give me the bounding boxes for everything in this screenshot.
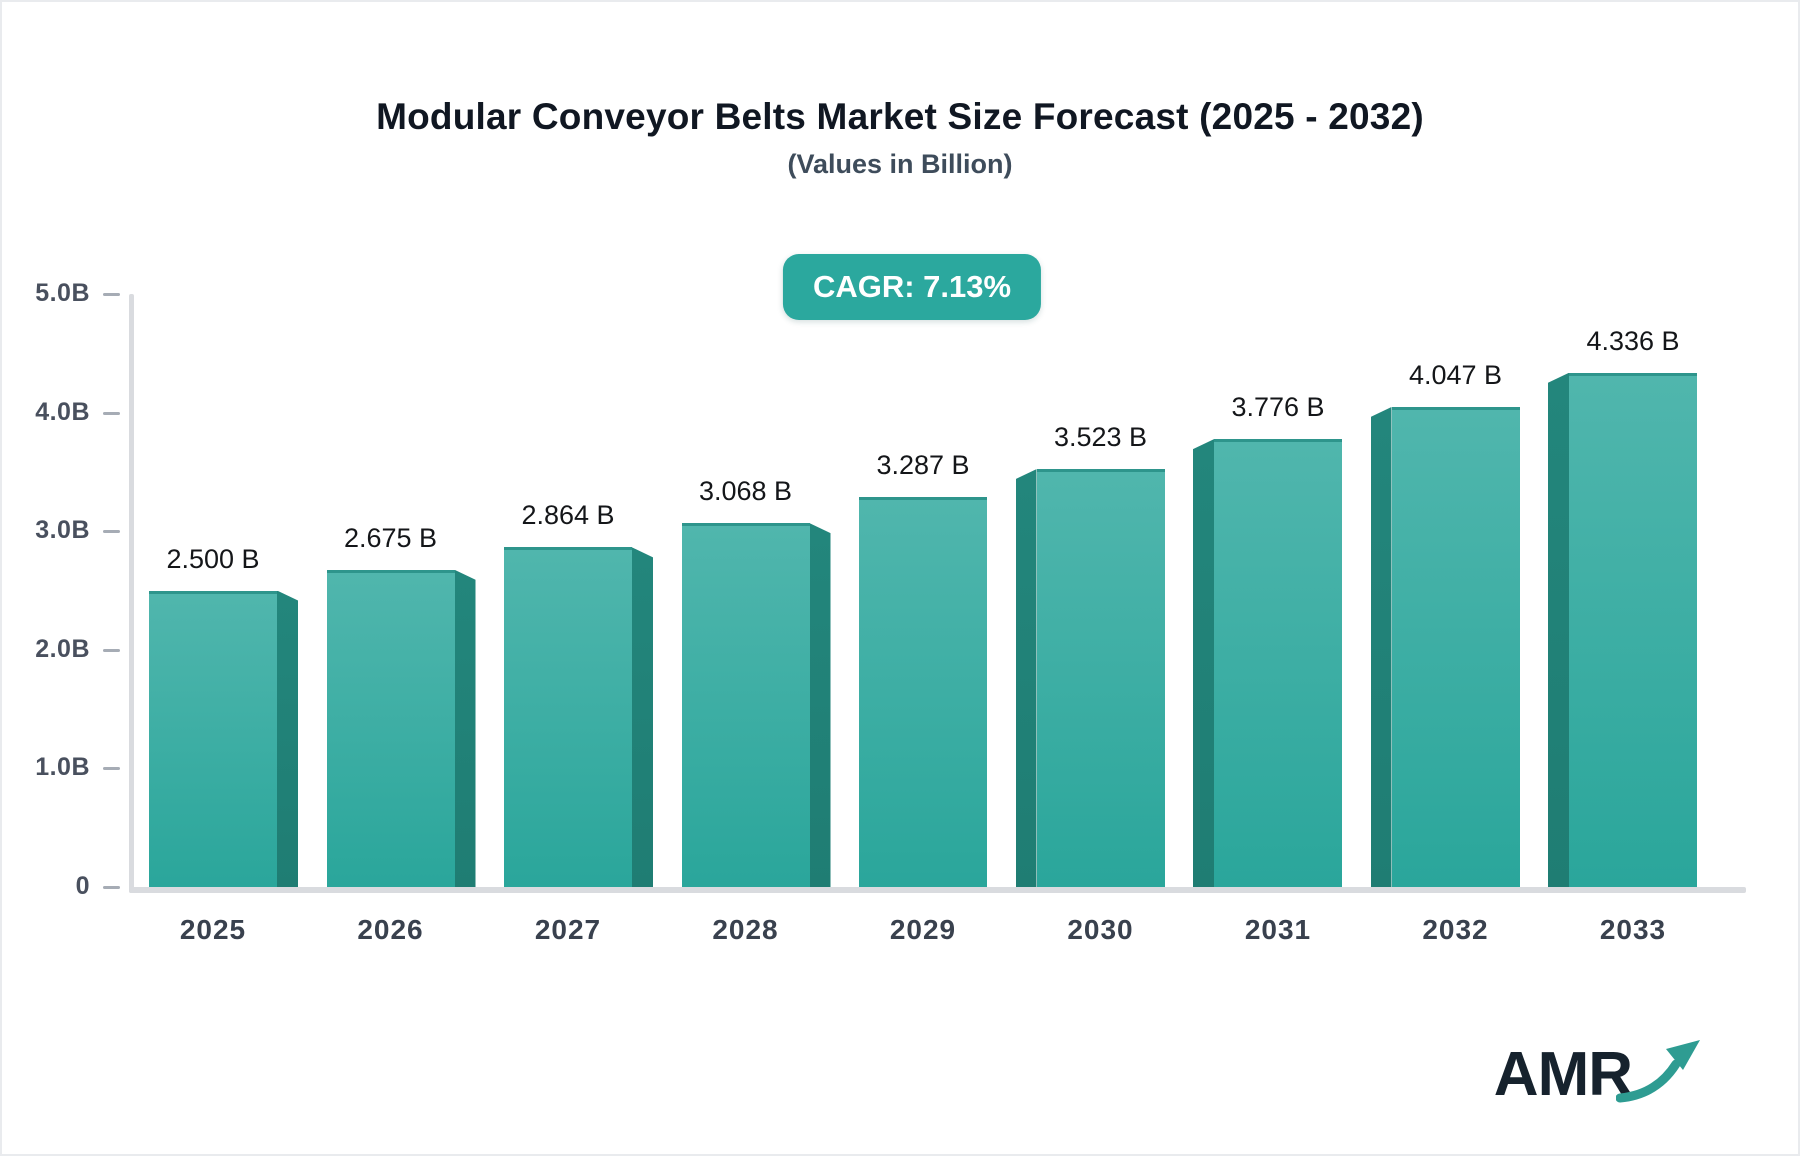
bar-side-2027	[632, 547, 653, 887]
y-tick-label: 5.0B	[35, 279, 90, 307]
x-tick-label-2029: 2029	[889, 914, 957, 945]
value-label-2028: 3.068 B	[698, 476, 793, 507]
y-tick-label: 1.0B	[35, 753, 90, 782]
x-tick-label-2030: 2030	[1067, 914, 1134, 945]
x-tick-label-2028: 2028	[712, 914, 779, 945]
bar-side-2025	[277, 590, 298, 887]
bar-2025	[149, 590, 277, 887]
x-tick-label-2031: 2031	[1244, 914, 1312, 945]
y-tick-mark	[103, 530, 120, 534]
y-tick-mark	[103, 767, 120, 771]
bar-2028	[681, 523, 810, 887]
value-label-2031: 3.776 B	[1231, 392, 1325, 423]
amr-logo-text: AMR	[1493, 1040, 1633, 1109]
bar-2033	[1569, 372, 1697, 887]
y-tick-mark	[103, 886, 120, 889]
value-label-2025: 2.500 B	[166, 543, 260, 574]
cagr-badge: CAGR: 7.13%	[782, 254, 1042, 320]
amr-logo: AMR	[1493, 1040, 1704, 1109]
value-label-2026: 2.675 B	[343, 522, 438, 553]
x-tick-label-2025: 2025	[179, 914, 247, 945]
x-tick-label-2032: 2032	[1422, 914, 1489, 945]
value-label-2032: 4.047 B	[1408, 360, 1503, 391]
x-axis-line	[129, 887, 1746, 893]
bar-2030	[1036, 469, 1165, 887]
chart-subtitle: (Values in Billion)	[787, 149, 1013, 179]
y-tick-mark	[103, 293, 120, 296]
bar-2031	[1214, 439, 1342, 887]
bar-2032	[1391, 407, 1520, 887]
x-tick-label-2027: 2027	[534, 914, 602, 945]
bar-2027	[504, 547, 632, 887]
value-label-2027: 2.864 B	[521, 500, 615, 531]
y-tick-label: 3.0B	[35, 516, 90, 545]
x-tick-label-2026: 2026	[357, 914, 424, 945]
bar-side-2028	[809, 523, 831, 887]
bar-2026	[326, 569, 455, 887]
y-tick-mark	[103, 411, 120, 415]
bar-2029	[859, 497, 987, 887]
growth-arrow-icon	[1616, 1040, 1700, 1103]
y-axis-line	[129, 294, 134, 893]
bar-side-2030	[1015, 469, 1037, 887]
value-label-2033: 4.336 B	[1586, 325, 1680, 356]
x-tick-label-2033: 2033	[1599, 914, 1667, 945]
value-label-2030: 3.523 B	[1053, 422, 1148, 453]
chart-title: Modular Conveyor Belts Market Size Forec…	[376, 96, 1424, 137]
bar-side-2031	[1193, 439, 1214, 887]
y-tick-label: 4.0B	[35, 397, 90, 426]
value-label-2029: 3.287 B	[876, 450, 970, 481]
y-tick-label: 2.0B	[35, 634, 90, 663]
bar-side-2026	[454, 569, 476, 887]
y-tick-label: 0	[75, 872, 90, 900]
bar-side-2033	[1548, 372, 1569, 887]
y-tick-mark	[103, 648, 120, 652]
bar-side-2032	[1370, 407, 1392, 887]
